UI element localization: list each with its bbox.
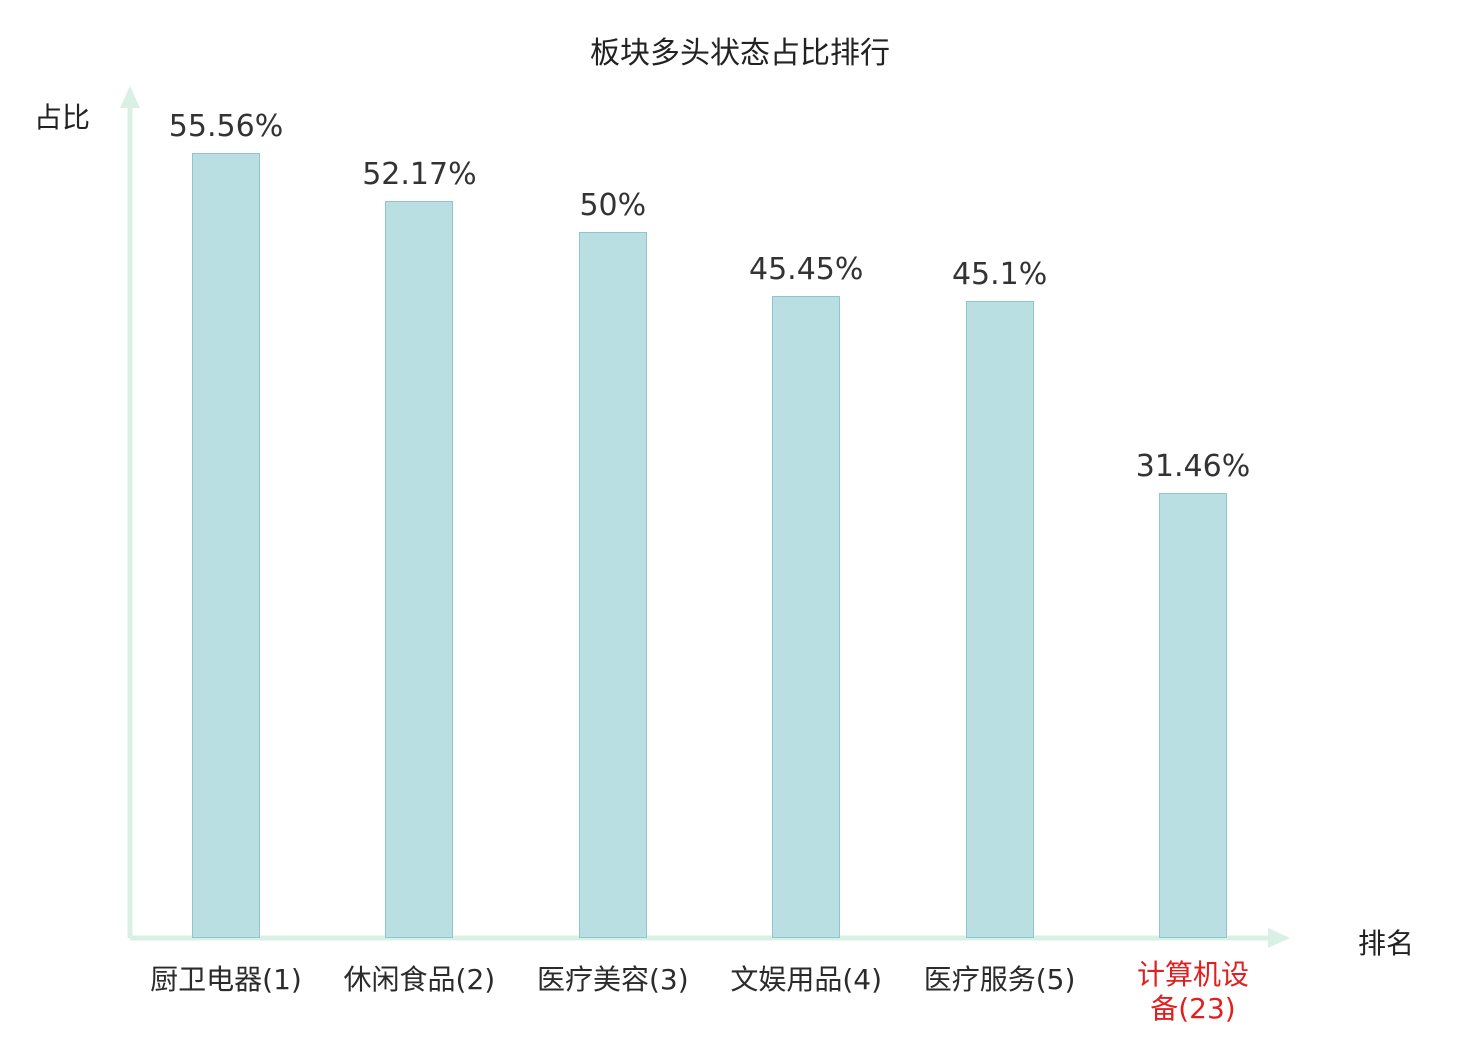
x-axis-arrow-icon xyxy=(1268,928,1290,948)
x-axis-label: 排名 xyxy=(1358,927,1415,960)
bar xyxy=(192,152,260,938)
bar xyxy=(772,295,841,938)
bar-value-label: 45.45% xyxy=(748,251,864,287)
bar xyxy=(1159,493,1227,938)
bar xyxy=(965,300,1034,938)
bar-value-label: 50% xyxy=(579,187,647,223)
category-label: 文娱用品(4) xyxy=(730,963,883,996)
category-label: 厨卫电器(1) xyxy=(150,963,302,996)
category-label: 医疗服务(5) xyxy=(923,963,1076,996)
bar-value-label: 52.17% xyxy=(362,156,477,192)
category-label: 休闲食品(2) xyxy=(343,963,496,996)
chart-title: 板块多头状态占比排行 xyxy=(590,36,890,71)
category-label: 医疗美容(3) xyxy=(536,963,689,996)
category-label: 计算机设备(23) xyxy=(1136,958,1249,1025)
y-axis-arrow-icon xyxy=(120,86,140,108)
y-axis-label: 占比 xyxy=(34,101,91,134)
bar xyxy=(578,231,647,938)
bar-value-label: 45.1% xyxy=(951,256,1048,292)
bar-value-label: 31.46% xyxy=(1135,449,1251,485)
bar-value-label: 55.56% xyxy=(168,108,284,144)
bar xyxy=(385,200,454,938)
